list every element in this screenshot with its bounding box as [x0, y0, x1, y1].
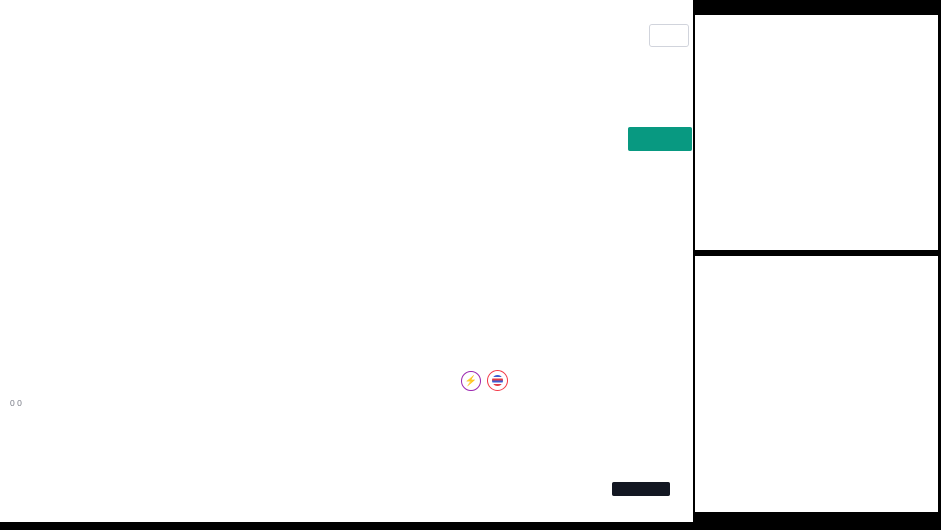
technical-indicators-panel: [693, 0, 940, 530]
profile-badge-button[interactable]: [487, 370, 508, 391]
bottom-bar: [0, 522, 941, 530]
chart-area: 0 0 ⚡: [0, 0, 692, 530]
boost-button[interactable]: ⚡: [461, 371, 481, 391]
price-chart-canvas[interactable]: [0, 0, 692, 530]
currency-button[interactable]: [649, 24, 689, 47]
panel-divider: [695, 250, 940, 256]
current-date-badge: [612, 482, 670, 496]
rsi-legend: 0 0: [10, 398, 22, 408]
right-edge-bar: [938, 0, 941, 530]
flag-badge-icon: [492, 375, 503, 386]
rsi-band-values: 0 0: [10, 398, 22, 408]
current-price-badge: [628, 127, 692, 151]
panel-top-bar: [695, 0, 940, 15]
lightning-icon: ⚡: [464, 375, 478, 387]
